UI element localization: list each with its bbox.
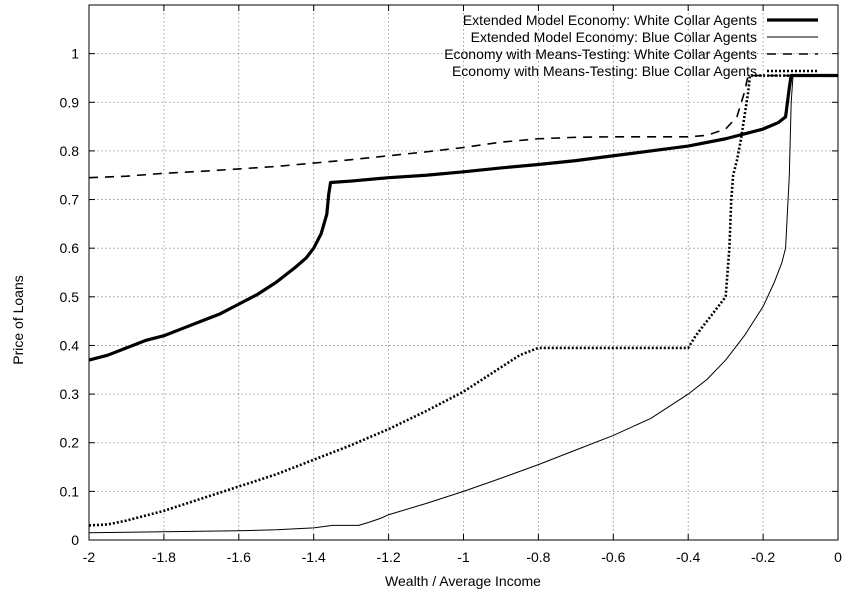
y-tick-labels: 0 0.1 0.2 0.3 0.4 0.5 0.6 0.7 0.8 0.9 1 (60, 46, 80, 548)
series-line-3 (88, 74, 838, 179)
x-tick-label: -0.4 (676, 549, 700, 565)
x-tick-label: -1.8 (152, 549, 176, 565)
y-tick-label: 0.8 (60, 143, 80, 159)
series-line-2 (88, 75, 838, 534)
series-lines (88, 73, 838, 534)
y-tick-label: 0.5 (60, 289, 80, 305)
x-tick-label: -0.2 (751, 549, 775, 565)
y-tick-label: 0.7 (60, 192, 80, 208)
y-tick-label: 0.9 (60, 94, 80, 110)
legend-label-1: Extended Model Economy: White Collar Age… (463, 12, 757, 28)
x-tick-label: -0.6 (601, 549, 625, 565)
x-tick-label: -1.2 (377, 549, 401, 565)
y-axis-title: Price of Loans (10, 275, 26, 365)
x-tick-labels: -2 -1.8 -1.6 -1.4 -1.2 -1 -0.8 -0.6 -0.4 -0.2 0 (83, 549, 842, 565)
legend-label-3: Economy with Means-Testing: White Collar… (444, 46, 757, 62)
axis-ticks (88, 5, 839, 541)
legend-label-2: Extended Model Economy: Blue Collar Agen… (471, 29, 757, 45)
x-tick-label: -1.4 (302, 549, 326, 565)
grid (89, 5, 838, 540)
y-tick-label: 0.1 (60, 483, 80, 499)
legend-label-4: Economy with Means-Testing: Blue Collar … (452, 63, 757, 79)
y-tick-label: 1 (71, 46, 79, 62)
x-tick-label: 0 (834, 549, 842, 565)
y-tick-label: 0.6 (60, 240, 80, 256)
x-tick-label: -1 (457, 549, 470, 565)
y-tick-label: 0.3 (60, 386, 80, 402)
y-tick-label: 0 (71, 532, 79, 548)
x-tick-label: -1.6 (227, 549, 251, 565)
series-line-4 (88, 74, 838, 527)
series-line-1 (88, 73, 838, 362)
x-tick-label: -2 (83, 549, 96, 565)
x-tick-label: -0.8 (526, 549, 550, 565)
y-tick-label: 0.2 (60, 435, 80, 451)
y-tick-label: 0.4 (60, 337, 80, 353)
legend: Extended Model Economy: White Collar Age… (444, 12, 818, 79)
x-axis-title: Wealth / Average Income (385, 573, 541, 589)
